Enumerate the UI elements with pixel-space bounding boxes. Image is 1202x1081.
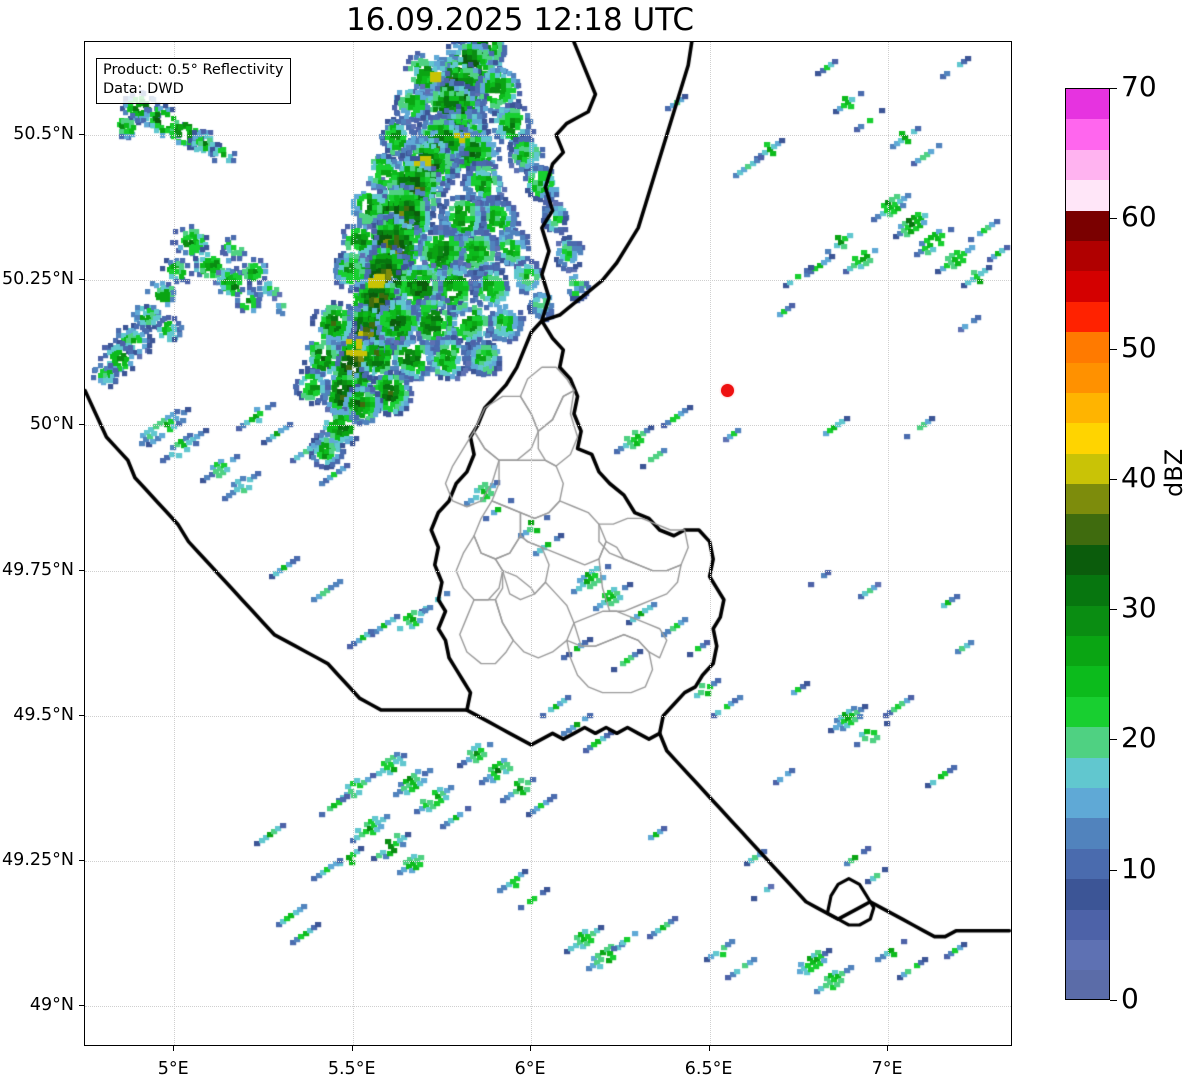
colorbar-band <box>1066 879 1109 910</box>
colorbar-tick-label: 70 <box>1121 70 1157 103</box>
y-axis-tick <box>79 133 84 135</box>
x-axis-tick <box>351 1046 353 1051</box>
colorbar-band <box>1066 848 1109 880</box>
colorbar-band <box>1066 453 1109 485</box>
colorbar-tick <box>1110 88 1117 89</box>
colorbar-band <box>1066 332 1109 363</box>
colorbar-band <box>1066 636 1109 667</box>
colorbar-tick-label: 60 <box>1121 200 1157 234</box>
y-axis-label: 49°N <box>29 995 74 1016</box>
colorbar[interactable] <box>1065 88 1110 1000</box>
colorbar-band <box>1066 271 1109 302</box>
colorbar-band <box>1066 514 1109 545</box>
colorbar-tick <box>1110 1000 1117 1001</box>
gridline-horizontal <box>85 1006 1011 1008</box>
colorbar-band <box>1066 757 1109 788</box>
x-axis-label: 7°E <box>871 1059 903 1079</box>
y-axis-label: 49.75°N <box>2 559 74 580</box>
x-axis-label: 6°E <box>514 1059 546 1079</box>
gridline-horizontal <box>85 715 1011 717</box>
x-axis-tick <box>887 1046 889 1051</box>
colorbar-band <box>1066 423 1109 454</box>
colorbar-band <box>1066 544 1109 576</box>
colorbar-tick-label: 10 <box>1121 851 1157 885</box>
colorbar-title: dBZ <box>1160 448 1188 497</box>
colorbar-band <box>1066 180 1109 211</box>
product-info-box: Product: 0.5° Reflectivity Data: DWD <box>96 58 292 104</box>
country-border-layer <box>85 42 1011 1045</box>
gridline-vertical <box>352 42 354 1045</box>
radar-site-marker[interactable] <box>720 384 734 398</box>
gridline-vertical <box>888 42 890 1045</box>
y-axis-label: 49.25°N <box>2 850 74 871</box>
colorbar-band <box>1066 575 1109 606</box>
colorbar-tick <box>1110 739 1117 741</box>
colorbar-tick-label: 30 <box>1121 591 1157 625</box>
colorbar-band <box>1066 939 1109 971</box>
colorbar-band <box>1066 818 1109 849</box>
data-source-line: Data: DWD <box>103 81 184 98</box>
gridline-horizontal <box>85 570 1011 572</box>
colorbar-band <box>1066 240 1109 272</box>
y-axis-label: 50°N <box>29 414 74 435</box>
colorbar-band <box>1066 970 1109 999</box>
colorbar-tick <box>1110 478 1117 480</box>
gridline-vertical <box>531 42 533 1045</box>
x-axis-label: 5.5°E <box>327 1059 376 1079</box>
product-line: Product: 0.5° Reflectivity <box>103 62 284 78</box>
colorbar-band <box>1066 484 1109 515</box>
colorbar-band <box>1066 666 1109 697</box>
gridline-horizontal <box>85 280 1011 282</box>
colorbar-band <box>1066 909 1109 940</box>
x-axis-label: 6.5°E <box>684 1059 733 1079</box>
colorbar-tick <box>1110 609 1117 611</box>
colorbar-tick-label: 40 <box>1121 460 1157 494</box>
colorbar-band <box>1066 119 1109 150</box>
gridline-horizontal <box>85 134 1011 136</box>
colorbar-tick <box>1110 218 1117 220</box>
colorbar-band <box>1066 787 1109 819</box>
colorbar-band <box>1066 301 1109 333</box>
y-axis-tick <box>79 860 84 862</box>
y-axis-tick <box>79 279 84 281</box>
y-axis-label: 49.5°N <box>13 704 74 725</box>
colorbar-tick-label: 50 <box>1121 330 1157 364</box>
colorbar-band <box>1066 149 1109 181</box>
gridline-vertical <box>709 42 711 1045</box>
colorbar-tick-label: 0 <box>1121 982 1139 1015</box>
page-title: 16.09.2025 12:18 UTC <box>346 2 694 38</box>
colorbar-band <box>1066 727 1109 758</box>
colorbar-tick <box>1110 869 1117 871</box>
colorbar-band <box>1066 89 1109 120</box>
colorbar-band <box>1066 696 1109 728</box>
x-axis-tick <box>708 1046 710 1051</box>
gridline-horizontal <box>85 861 1011 863</box>
y-axis-tick <box>79 1005 84 1007</box>
y-axis-label: 50.5°N <box>13 123 74 144</box>
colorbar-band <box>1066 605 1109 637</box>
radar-canvas-wrap <box>85 42 1011 1045</box>
y-axis-tick <box>79 569 84 571</box>
gridline-vertical <box>174 42 176 1045</box>
colorbar-tick-label: 20 <box>1121 721 1157 755</box>
x-axis-tick <box>173 1046 175 1051</box>
y-axis-tick <box>79 424 84 426</box>
colorbar-band <box>1066 362 1109 393</box>
y-axis-label: 50.25°N <box>2 269 74 290</box>
colorbar-band <box>1066 392 1109 424</box>
gridline-horizontal <box>85 425 1011 427</box>
y-axis-tick <box>79 714 84 716</box>
x-axis-tick <box>530 1046 532 1051</box>
colorbar-band <box>1066 210 1109 241</box>
radar-map-plot[interactable]: Product: 0.5° Reflectivity Data: DWD <box>84 41 1012 1046</box>
x-axis-label: 5°E <box>157 1059 189 1079</box>
colorbar-tick <box>1110 348 1117 350</box>
